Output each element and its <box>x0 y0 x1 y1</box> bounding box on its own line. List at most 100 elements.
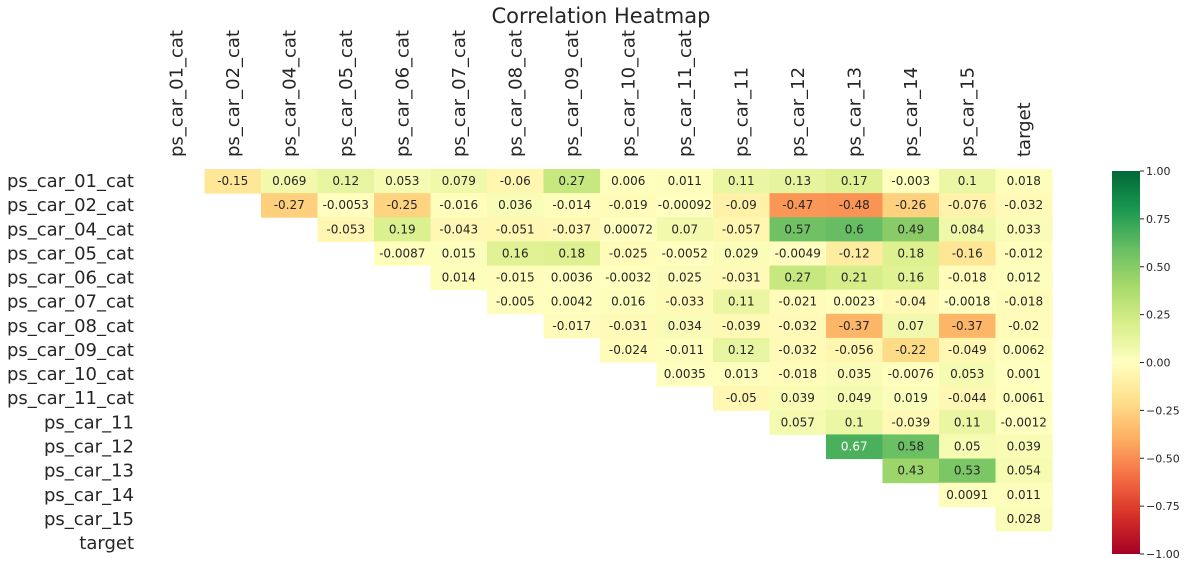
cell-value-label: -0.049 <box>948 343 987 357</box>
heatmap-cell <box>713 289 770 315</box>
x-tick-label: ps_car_05_cat <box>336 30 357 157</box>
cell-value-label: 0.12 <box>728 343 755 357</box>
cell-value-label: -0.0087 <box>379 246 425 260</box>
heatmap-cell <box>769 289 827 315</box>
heatmap-cell <box>995 410 1053 435</box>
cell-value-label: -0.0018 <box>944 295 990 309</box>
y-tick-label: ps_car_01_cat <box>7 171 134 192</box>
heatmap-cell <box>882 337 940 363</box>
heatmap-cell <box>430 169 488 194</box>
heatmap-cell <box>939 217 996 242</box>
cell-value-label: 0.053 <box>385 174 419 188</box>
cell-value-label: -0.044 <box>948 391 987 405</box>
cell-value-label: -0.076 <box>948 198 987 212</box>
heatmap-cell <box>995 458 1053 484</box>
cell-value-label: 0.6 <box>845 222 864 236</box>
cell-value-label: 0.012 <box>1007 271 1041 285</box>
cell-value-label: 0.49 <box>897 222 924 236</box>
heatmap-cell <box>656 362 714 387</box>
y-tick-label: ps_car_06_cat <box>7 268 134 289</box>
cell-value-label: 0.07 <box>671 222 698 236</box>
heatmap-cell <box>939 410 996 435</box>
cell-value-label: 0.0042 <box>551 295 593 309</box>
y-tick-label: ps_car_04_cat <box>7 219 134 240</box>
heatmap-cell <box>995 265 1053 291</box>
heatmap-cell <box>543 289 601 315</box>
cell-value-label: 0.12 <box>332 174 359 188</box>
cell-value-label: 0.11 <box>728 295 755 309</box>
heatmap-cell <box>939 169 996 194</box>
cell-value-label: 0.069 <box>272 174 306 188</box>
cell-value-label: -0.0012 <box>1001 415 1047 429</box>
heatmap-cell <box>713 217 770 242</box>
cell-value-label: -0.15 <box>217 174 248 188</box>
cell-value-label: -0.032 <box>778 343 817 357</box>
heatmap-cell <box>317 193 375 218</box>
colorbar-tick-label: −1.00 <box>1146 548 1180 561</box>
heatmap-cell <box>826 289 883 315</box>
cell-value-label: 0.039 <box>1007 439 1041 453</box>
cell-value-label: -0.053 <box>326 222 365 236</box>
x-tick-label: ps_car_11 <box>731 67 752 157</box>
heatmap-cell <box>882 434 940 460</box>
heatmap-cell <box>995 434 1053 460</box>
cell-value-label: 0.025 <box>668 271 702 285</box>
heatmap-cell <box>995 386 1053 411</box>
heatmap-cell <box>769 362 827 387</box>
cell-value-label: 0.001 <box>1007 367 1041 381</box>
heatmap-cell <box>656 265 714 291</box>
cell-value-label: 0.58 <box>897 439 924 453</box>
heatmap-cell <box>826 241 883 267</box>
cell-value-label: -0.019 <box>609 198 648 212</box>
heatmap-cell <box>600 241 657 267</box>
x-tick-label: ps_car_13 <box>844 67 865 157</box>
cell-value-label: 0.016 <box>611 295 645 309</box>
y-tick-label: ps_car_12 <box>44 436 134 457</box>
cell-value-label: 0.035 <box>837 367 871 381</box>
cell-value-label: -0.051 <box>496 222 535 236</box>
cell-value-label: -0.018 <box>948 271 987 285</box>
cell-value-label: -0.26 <box>895 198 926 212</box>
heatmap-cell <box>713 265 770 291</box>
heatmap-cell <box>317 169 375 194</box>
cell-value-label: 0.1 <box>845 415 864 429</box>
heatmap-cell <box>826 169 883 194</box>
cell-value-label: 0.014 <box>442 271 476 285</box>
heatmap-cell <box>939 434 996 460</box>
cell-value-label: -0.04 <box>895 295 926 309</box>
heatmap-cell <box>826 386 883 411</box>
y-tick-label: ps_car_08_cat <box>7 316 134 337</box>
cell-value-label: 0.028 <box>1007 512 1041 526</box>
cell-value-label: -0.031 <box>609 319 648 333</box>
heatmap-cell <box>995 362 1053 387</box>
y-tick-label: ps_car_05_cat <box>7 243 134 264</box>
cell-value-label: 0.0061 <box>1003 391 1045 405</box>
heatmap-cell <box>826 410 883 435</box>
colorbar-tick-label: −0.75 <box>1146 500 1180 513</box>
cell-value-label: 0.034 <box>668 319 702 333</box>
heatmap-cell <box>543 193 601 218</box>
colorbar <box>1112 171 1140 554</box>
cell-value-label: 0.13 <box>784 174 811 188</box>
cell-value-label: 0.0091 <box>946 488 988 502</box>
y-tick-label: ps_car_14 <box>44 485 134 506</box>
cell-value-label: 0.006 <box>611 174 645 188</box>
x-tick-label: target <box>1014 102 1035 157</box>
cell-value-label: -0.02 <box>1008 319 1039 333</box>
cell-value-label: 0.17 <box>841 174 868 188</box>
cell-value-label: -0.016 <box>439 198 478 212</box>
heatmap-cell <box>656 193 714 218</box>
cell-value-label: -0.018 <box>1004 295 1043 309</box>
heatmap-cell <box>995 169 1053 194</box>
heatmap-cell <box>939 362 996 387</box>
heatmap-cell <box>261 193 318 218</box>
cell-value-label: 0.07 <box>897 319 924 333</box>
chart-title: Correlation Heatmap <box>492 4 711 28</box>
cell-value-label: 0.029 <box>724 246 758 260</box>
cell-value-label: -0.09 <box>726 198 757 212</box>
heatmap-cell <box>600 313 657 339</box>
colorbar-tick-label: 0.00 <box>1146 357 1171 370</box>
cell-value-label: -0.16 <box>952 246 983 260</box>
heatmap-cell <box>939 458 996 484</box>
heatmap-cell <box>939 289 996 315</box>
